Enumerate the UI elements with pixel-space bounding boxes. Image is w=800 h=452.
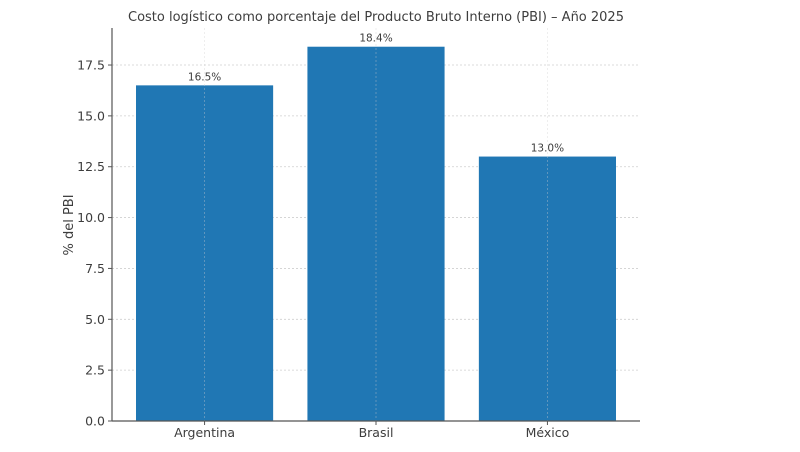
data-labels: 16.5% 18.4% 13.0% xyxy=(188,33,564,155)
y-tick-label: 0.0 xyxy=(85,414,105,429)
grid-vertical xyxy=(204,28,548,421)
data-label: 13.0% xyxy=(531,143,564,155)
y-tick-label: 5.0 xyxy=(85,312,105,327)
data-label: 18.4% xyxy=(359,33,392,45)
x-tick-label: México xyxy=(526,425,570,440)
y-tick-label: 17.5 xyxy=(77,58,105,73)
x-tick-label: Brasil xyxy=(359,425,394,440)
ticks: 0.0 2.5 5.0 7.5 10.0 12.5 15.0 17.5 Argentina Bra… xyxy=(77,58,569,440)
x-tick-label: Argentina xyxy=(174,425,235,440)
y-tick-label: 10.0 xyxy=(77,210,105,225)
y-axis-label: % del PBI xyxy=(62,194,77,255)
data-label: 16.5% xyxy=(188,71,221,83)
y-tick-label: 12.5 xyxy=(77,159,105,174)
chart-title: Costo logístico como porcentaje del Prod… xyxy=(128,10,624,25)
y-tick-label: 7.5 xyxy=(85,261,105,276)
y-tick-label: 15.0 xyxy=(77,108,105,123)
y-tick-label: 2.5 xyxy=(85,363,105,378)
